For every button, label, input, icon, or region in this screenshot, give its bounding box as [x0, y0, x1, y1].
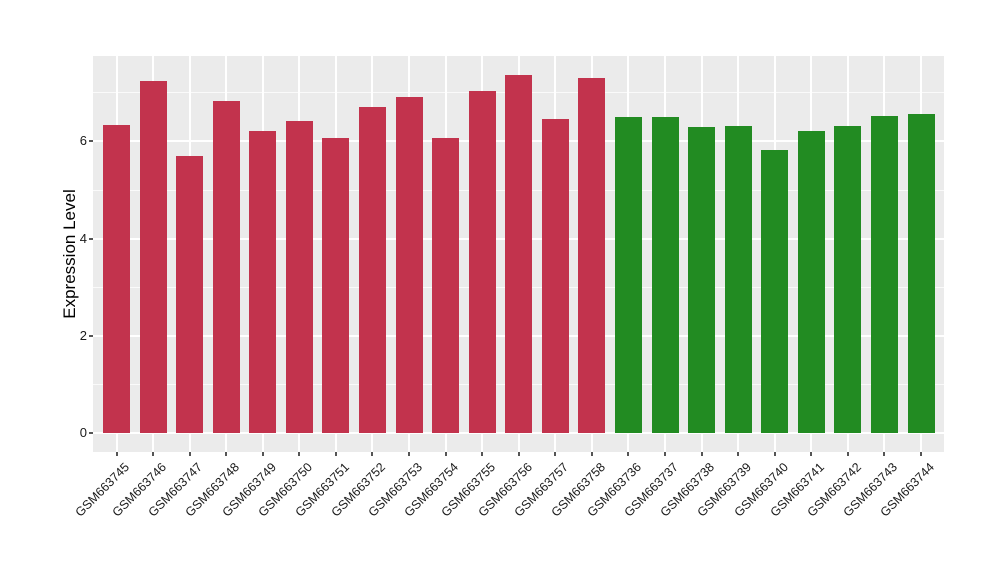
x-tick-mark — [737, 452, 740, 456]
x-tick-mark — [115, 452, 118, 456]
bar-GSM663753 — [395, 96, 423, 433]
bar-GSM663736 — [614, 116, 642, 433]
x-tick-mark — [188, 452, 191, 456]
bar-GSM663755 — [468, 91, 496, 433]
x-tick-mark — [627, 452, 630, 456]
bar-GSM663746 — [139, 81, 167, 433]
y-tick-mark — [89, 237, 93, 240]
x-tick-mark — [846, 452, 849, 456]
x-tick-mark — [261, 452, 264, 456]
bar-GSM663757 — [541, 119, 569, 433]
bar-GSM663752 — [358, 106, 386, 433]
x-tick-mark — [590, 452, 593, 456]
y-tick-label: 4 — [79, 230, 87, 246]
x-tick-mark — [408, 452, 411, 456]
bar-GSM663745 — [103, 125, 130, 433]
bar-GSM663739 — [724, 125, 752, 433]
bar-GSM663743 — [870, 116, 898, 433]
x-tick-mark — [481, 452, 484, 456]
bar-GSM663751 — [322, 137, 350, 433]
x-tick-mark — [664, 452, 667, 456]
x-tick-mark — [371, 452, 374, 456]
bar-GSM663744 — [907, 114, 935, 433]
y-tick-label: 6 — [79, 133, 87, 149]
x-tick-mark — [773, 452, 776, 456]
y-tick-mark — [89, 432, 93, 434]
x-tick-mark — [152, 452, 155, 456]
bar-GSM663742 — [834, 125, 862, 433]
bar-GSM663741 — [797, 131, 825, 433]
bar-GSM663748 — [212, 100, 240, 433]
bar-GSM663750 — [285, 120, 313, 433]
x-tick-mark — [883, 452, 886, 456]
bar-GSM663738 — [688, 127, 716, 433]
y-tick-label: 0 — [79, 425, 87, 440]
x-tick-mark — [298, 452, 301, 456]
y-tick-mark — [89, 334, 93, 337]
bar-GSM663740 — [761, 150, 789, 433]
plot-panel — [93, 56, 944, 452]
bar-GSM663749 — [249, 131, 277, 433]
y-axis-title: Expression Level — [60, 189, 79, 319]
x-tick-mark — [554, 452, 557, 456]
x-tick-mark — [810, 452, 813, 456]
x-tick-mark — [334, 452, 337, 456]
bar-GSM663758 — [578, 78, 606, 433]
y-tick-mark — [89, 140, 93, 143]
bar-GSM663756 — [505, 74, 533, 433]
x-tick-mark — [700, 452, 703, 456]
bar-GSM663754 — [432, 137, 460, 433]
x-tick-mark — [517, 452, 520, 456]
y-tick-label: 2 — [79, 327, 87, 343]
bar-GSM663747 — [176, 156, 204, 433]
x-tick-mark — [920, 452, 923, 456]
x-tick-mark — [444, 452, 447, 456]
bar-GSM663737 — [651, 117, 679, 433]
x-tick-mark — [225, 452, 228, 456]
